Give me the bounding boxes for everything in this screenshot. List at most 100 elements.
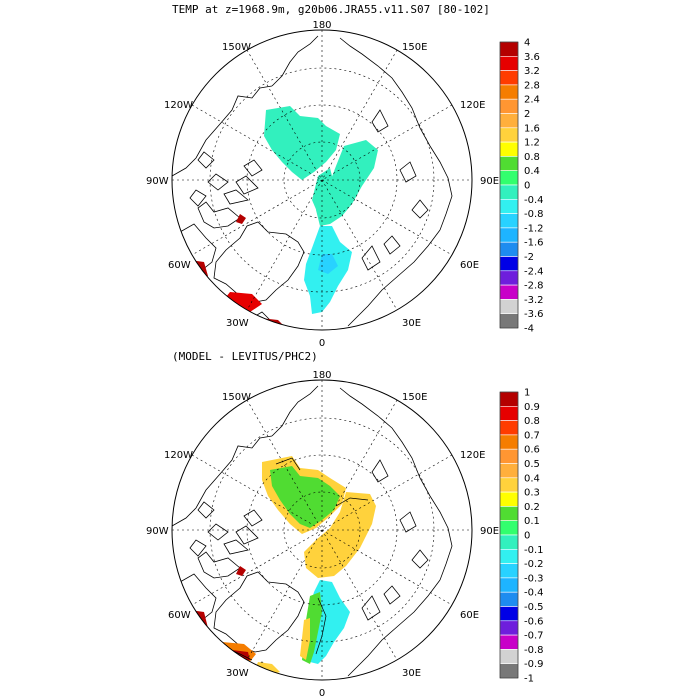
colorbar-swatch [499, 313, 519, 329]
colorbar-tick-label: 0.8 [524, 416, 540, 427]
colorbar-swatch [499, 405, 519, 421]
top-lon-label-0: 0 [319, 338, 325, 349]
colorbar-tick-label: 1 [524, 388, 530, 399]
top-lon-label-120e: 120E [460, 100, 485, 111]
colorbar-swatch [499, 649, 519, 665]
bottom-graticule [171, 379, 473, 681]
colorbar-swatch [499, 520, 519, 536]
colorbar-swatch [499, 199, 519, 214]
colorbar-tick-label: -0.1 [524, 545, 544, 556]
colorbar-tick-label: -3.2 [524, 295, 544, 306]
colorbar-swatch [499, 156, 519, 171]
colorbar-swatch [499, 284, 519, 300]
colorbar-swatch [499, 577, 519, 593]
bottom-colorbar: 1 0.9 0.8 0.7 0.6 0.5 0.4 0.3 0.2 0.1 0 -0.1 -0.2 -0.… [499, 388, 544, 685]
colorbar-tick-label: 0.1 [524, 516, 540, 527]
colorbar-swatch [499, 663, 519, 679]
colorbar-swatch [499, 634, 519, 650]
colorbar-tick-label: 4 [524, 38, 530, 49]
colorbar-tick-label: -0.4 [524, 588, 544, 599]
bottom-map-title: (MODEL - LEVITUS/PHC2) [172, 350, 318, 363]
bottom-longitude-labels: 180 150E 120E 90E 60E 30E 0 30W 60W 90W … [146, 370, 499, 699]
colorbar-swatch [499, 477, 519, 493]
colorbar-swatch [499, 184, 519, 200]
colorbar-frame [499, 391, 519, 679]
colorbar-tick-label: -0.8 [524, 209, 544, 220]
colorbar-swatch [499, 448, 519, 464]
bottom-lon-label-120e: 120E [460, 450, 485, 461]
colorbar-swatch [499, 241, 519, 257]
colorbar-swatch [499, 213, 519, 229]
top-lon-label-30e: 30E [402, 318, 421, 329]
colorbar-swatch [499, 55, 519, 71]
colorbar-swatch [499, 41, 519, 57]
colorbar-tick-label: 2.4 [524, 95, 540, 106]
bottom-difference-field [190, 456, 376, 676]
colorbar-tick-label: 0.7 [524, 430, 540, 441]
colorbar-swatch [499, 70, 519, 86]
colorbar-tick-label: -0.2 [524, 559, 544, 570]
bottom-lon-label-90w: 90W [146, 526, 169, 537]
colorbar-tick-label: -4 [524, 324, 534, 335]
colorbar-swatch [499, 491, 519, 507]
top-lon-label-30w: 30W [226, 318, 249, 329]
colorbar-tick-label: -0.5 [524, 602, 544, 613]
bottom-lon-label-0: 0 [319, 688, 325, 699]
colorbar-swatch [499, 127, 519, 143]
top-lon-label-120w: 120W [164, 100, 193, 111]
colorbar-tick-label: 0 [524, 531, 530, 542]
colorbar-tick-label: -0.3 [524, 573, 544, 584]
colorbar-tick-label: 0 [524, 181, 530, 192]
bottom-polar-map: 180 150E 120E 90E 60E 30E 0 30W 60W 90W … [146, 370, 544, 699]
colorbar-swatch [499, 591, 519, 607]
top-lon-label-60w: 60W [168, 260, 191, 271]
colorbar-tick-label: -2.8 [524, 281, 544, 292]
colorbar-tick-label: -0.7 [524, 631, 544, 642]
colorbar-tick-label: 0.4 [524, 473, 540, 484]
top-temperature-field [190, 106, 378, 330]
bottom-lon-label-30e: 30E [402, 668, 421, 679]
colorbar-swatch [499, 534, 519, 550]
colorbar-tick-label: 0.8 [524, 152, 540, 163]
top-colorbar: 4 3.6 3.2 2.8 2.4 2 1.6 1.2 0.8 0.4 0 -0.4 -0.8 -1.2 -… [499, 38, 544, 335]
colorbar-tick-label: 3.2 [524, 66, 540, 77]
colorbar-tick-label: 2 [524, 109, 530, 120]
bottom-lon-label-30w: 30W [226, 668, 249, 679]
colorbar-frame [499, 41, 519, 329]
colorbar-swatch [499, 391, 519, 407]
colorbar-swatch [499, 84, 519, 100]
colorbar-swatch [499, 506, 519, 521]
colorbar-tick-label: 0.5 [524, 459, 540, 470]
bottom-lon-label-60w: 60W [168, 610, 191, 621]
colorbar-swatch [499, 141, 519, 157]
colorbar-tick-label: 3.6 [524, 52, 540, 63]
colorbar-swatch [499, 227, 519, 243]
colorbar-tick-label: -2.4 [524, 266, 544, 277]
bottom-lon-label-90e: 90E [480, 526, 499, 537]
colorbar-swatch [499, 620, 519, 636]
bottom-lon-label-150e: 150E [402, 392, 427, 403]
colorbar-swatch [499, 270, 519, 286]
colorbar-tick-label: 1.6 [524, 123, 540, 134]
colorbar-swatch [499, 434, 519, 450]
top-graticule [171, 29, 473, 331]
colorbar-tick-label: 0.6 [524, 445, 540, 456]
colorbar-tick-label: -2 [524, 252, 534, 263]
colorbar-tick-label: -0.4 [524, 195, 544, 206]
colorbar-tick-label: -1 [524, 674, 534, 685]
top-longitude-labels: 180 150E 120E 90E 60E 30E 0 30W 60W 90W … [146, 20, 499, 349]
top-lon-label-90w: 90W [146, 176, 169, 187]
colorbar-tick-label: -1.2 [524, 223, 544, 234]
top-lon-label-60e: 60E [460, 260, 479, 271]
colorbar-tick-label: -3.6 [524, 309, 544, 320]
colorbar-tick-label: 2.8 [524, 80, 540, 91]
colorbar-swatch [499, 548, 519, 564]
colorbar-tick-label: -0.6 [524, 616, 544, 627]
colorbar-tick-label: 1.2 [524, 138, 540, 149]
bottom-lon-label-120w: 120W [164, 450, 193, 461]
colorbar-swatch [499, 113, 519, 129]
colorbar-tick-label: -1.6 [524, 238, 544, 249]
top-lon-label-180: 180 [312, 20, 331, 31]
top-polar-map: 180 150E 120E 90E 60E 30E 0 30W 60W 90W … [146, 20, 544, 349]
